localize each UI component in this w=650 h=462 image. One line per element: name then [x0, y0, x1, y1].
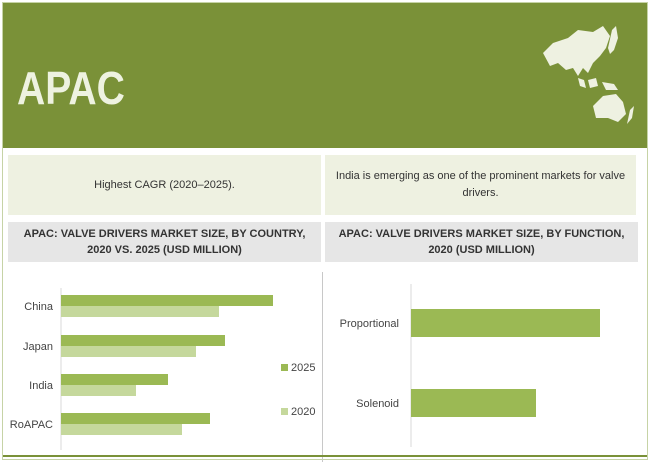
bar-2025-japan	[61, 335, 225, 346]
bar-2020-japan	[61, 346, 196, 357]
bar-2020-india	[61, 385, 136, 396]
region-header: APAC	[3, 3, 647, 148]
chart-title-text: APAC: VALVE DRIVERS MARKET SIZE, BY COUN…	[23, 228, 306, 256]
bar-2025-roapac	[61, 413, 210, 424]
category-label: RoAPAC	[10, 419, 53, 431]
category-label: Solenoid	[356, 398, 399, 410]
asia-pacific-map-icon	[543, 26, 634, 124]
category-label: Japan	[23, 341, 53, 353]
legend-swatch-2020	[281, 408, 288, 415]
highlight-cagr: Highest CAGR (2020–2025).	[8, 155, 321, 215]
bar-2020-roapac	[61, 424, 182, 435]
chart-title-function: APAC: VALVE DRIVERS MARKET SIZE, BY FUNC…	[325, 222, 638, 262]
function-bar-chart: Proportional Solenoid	[340, 284, 600, 447]
highlight-text: India is emerging as one of the prominen…	[335, 170, 626, 199]
category-label: India	[29, 380, 54, 392]
bar-proportional	[411, 309, 600, 337]
region-title: APAC	[17, 62, 125, 114]
legend-swatch-2025	[281, 364, 288, 371]
legend-label: 2025	[291, 362, 315, 374]
chart-title-country: APAC: VALVE DRIVERS MARKET SIZE, BY COUN…	[8, 222, 321, 262]
category-label: Proportional	[340, 318, 399, 330]
highlight-text: Highest CAGR (2020–2025).	[94, 178, 235, 191]
bar-2025-china	[61, 295, 273, 306]
divider	[322, 272, 323, 462]
legend-label: 2020	[291, 406, 315, 418]
bottom-rule	[3, 455, 647, 457]
country-bar-chart: China Japan India RoAPAC 2025 2020	[10, 288, 315, 450]
chart-title-text: APAC: VALVE DRIVERS MARKET SIZE, BY FUNC…	[338, 228, 625, 256]
category-label: China	[24, 301, 54, 313]
bar-solenoid	[411, 389, 536, 417]
highlight-india: India is emerging as one of the prominen…	[325, 155, 636, 215]
bar-2025-india	[61, 374, 168, 385]
bar-2020-china	[61, 306, 219, 317]
